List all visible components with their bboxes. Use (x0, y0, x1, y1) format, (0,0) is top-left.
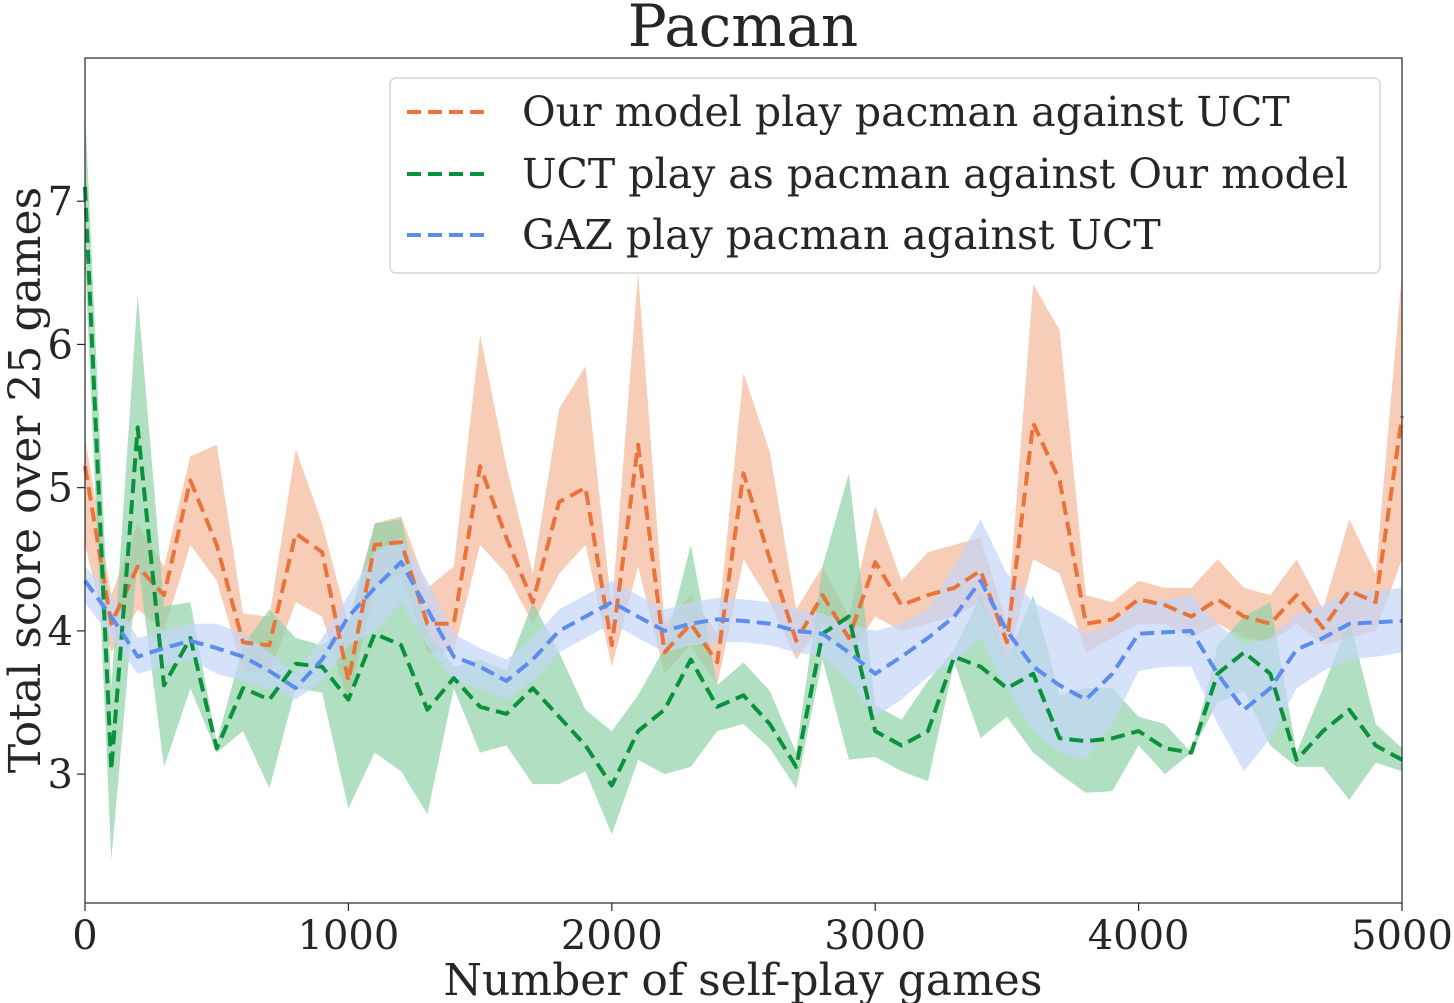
y-tick-label: 5 (48, 466, 73, 512)
y-tick-label: 7 (48, 179, 73, 225)
line-series-0 (83, 415, 1404, 683)
y-tick-label: 6 (48, 322, 73, 368)
legend-box (389, 77, 1381, 274)
y-axis-ticks: 3 4 5 6 7 (48, 179, 85, 798)
x-tick-label: 1000 (298, 913, 400, 959)
plot-area-frame (84, 57, 1403, 904)
x-tick-label: 2000 (561, 913, 663, 959)
x-tick-label: 5000 (1351, 913, 1453, 959)
legend-label-uct: UCT play as pacman against Our model (522, 150, 1348, 198)
legend: Our model play pacman against UCT UCT pl… (389, 77, 1381, 274)
chart-title: Pacman (628, 0, 858, 60)
y-axis-label: Total score over 25 games (0, 187, 51, 773)
x-axis-ticks: 0 1000 2000 3000 4000 5000 (72, 903, 1453, 959)
line-series-1 (83, 186, 1403, 788)
x-axis-label: Number of self-play games (444, 955, 1043, 1003)
y-tick-label: 3 (48, 752, 73, 798)
y-tick-label: 4 (48, 609, 73, 655)
series-lines (83, 186, 1404, 788)
x-tick-label: 3000 (824, 913, 926, 959)
legend-label-gaz: GAZ play pacman against UCT (522, 211, 1161, 259)
legend-label-our-model: Our model play pacman against UCT (522, 88, 1290, 136)
x-tick-label: 0 (72, 913, 97, 959)
band-series-1 (85, 108, 1402, 861)
x-tick-label: 4000 (1088, 913, 1190, 959)
line-series-2 (83, 560, 1403, 712)
